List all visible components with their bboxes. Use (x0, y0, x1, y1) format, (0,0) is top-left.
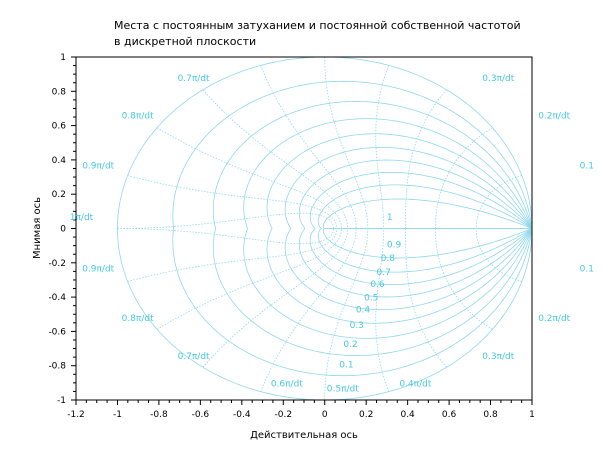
damping-curve-upper-9 (322, 198, 533, 229)
axes-layer: -1.2 -1 -0.8 -0.6 -0.4 -0.2 0 0.2 0.4 0.6 0.8 1-1-0… (48, 53, 534, 420)
y-axis-label: Мнимая ось (32, 197, 43, 259)
frequency-curve-upper-4 (324, 56, 369, 229)
x-tick-label-2: -0.8 (150, 410, 168, 420)
damping-curve-lower-3 (243, 228, 533, 339)
labels-layer: 1 0.9 0.8 0.7 0.6 0.5 0.4 0.3 0.2 0.1 0.5π/dt 0.7π/… (70, 74, 594, 394)
frequency-label-7: 0.9π/dt (82, 264, 114, 274)
frequency-label-12: 0.3π/dt (482, 352, 514, 362)
frequency-curve-upper-0 (475, 175, 522, 229)
frequency-label-5: 0.1 (580, 161, 594, 171)
damping-curve-lower-4 (266, 228, 533, 324)
frequency-curve-lower-2 (405, 228, 447, 368)
x-tick-label-6: 0 (322, 410, 328, 420)
frequency-curve-lower-4 (324, 228, 369, 401)
x-tick-label-10: 0.8 (483, 410, 498, 420)
damping-label-8: 0.2 (343, 340, 357, 350)
chart-title-line-1: Места с постоянным затуханием и постоянн… (114, 19, 521, 32)
frequency-curve-upper-8 (127, 175, 338, 229)
damping-label-7: 0.3 (350, 321, 364, 331)
y-tick-label-10: 1 (60, 53, 66, 63)
damping-label-9: 0.1 (339, 360, 353, 370)
damping-label-6: 0.4 (356, 306, 371, 316)
damping-label-10: 0.5π/dt (327, 384, 359, 394)
frequency-label-11: 0.7π/dt (178, 352, 210, 362)
frequency-label-4: 0.9π/dt (82, 161, 114, 171)
frequency-label-10: 0.2π/dt (538, 314, 570, 324)
damping-curve-lower-1 (172, 228, 533, 377)
y-tick-label-8: 0.6 (52, 122, 67, 132)
x-tick-label-9: 0.6 (442, 410, 457, 420)
y-tick-label-5: 0 (60, 225, 66, 235)
y-tick-label-7: 0.4 (52, 156, 67, 166)
frequency-curve-lower-7 (156, 228, 342, 330)
x-tick-label-1: -1 (113, 410, 122, 420)
damping-curve-upper-3 (243, 118, 533, 229)
x-tick-label-3: -0.6 (192, 410, 210, 420)
damping-label-2: 0.8 (381, 254, 396, 264)
frequency-label-14: 0.4π/dt (399, 379, 431, 389)
frequency-label-9: 0.8π/dt (122, 314, 154, 324)
x-tick-label-7: 0.2 (359, 410, 373, 420)
y-tick-label-3: -0.4 (48, 293, 66, 303)
y-tick-label-0: -1 (57, 396, 66, 406)
frequency-label-1: 0.3π/dt (482, 74, 514, 84)
damping-label-4: 0.6 (370, 280, 385, 290)
y-tick-label-6: 0.2 (52, 190, 66, 200)
frequency-curve-upper-3 (375, 65, 390, 229)
damping-label-1: 0.9 (387, 240, 402, 250)
x-tick-label-8: 0.4 (400, 410, 415, 420)
frequency-curve-lower-1 (434, 228, 493, 330)
x-tick-label-5: -0.2 (274, 410, 292, 420)
y-tick-label-2: -0.6 (48, 327, 66, 337)
damping-curve-lower-8 (317, 228, 533, 273)
frequency-curve-lower-8 (127, 228, 338, 282)
y-tick-label-9: 0.8 (52, 87, 67, 97)
damping-curve-upper-4 (266, 133, 533, 229)
frequency-label-2: 0.8π/dt (122, 112, 154, 122)
damping-label-5: 0.5 (364, 294, 378, 304)
damping-curve-lower-9 (322, 228, 533, 259)
damping-curve-upper-6 (298, 159, 533, 229)
damping-curve-lower-5 (284, 228, 533, 311)
x-tick-label-0: -1.2 (67, 410, 85, 420)
damping-label-0: 1 (387, 213, 393, 223)
frequency-curve-upper-2 (405, 89, 447, 229)
y-tick-label-1: -0.8 (48, 362, 66, 372)
x-axis-label: Действительная ось (250, 430, 358, 441)
frequency-curve-lower-0 (475, 228, 522, 282)
frequency-curve-upper-1 (434, 127, 493, 229)
x-tick-label-4: -0.4 (233, 410, 251, 420)
frequency-label-3: 0.2π/dt (538, 112, 570, 122)
frequency-label-13: 0.6π/dt (271, 379, 303, 389)
damping-label-3: 0.7 (377, 268, 391, 278)
damping-curve-upper-8 (317, 184, 533, 229)
damping-curve-lower-2 (212, 228, 533, 356)
frequency-curve-upper-9 (117, 212, 335, 229)
frequency-label-8: 0.1 (580, 264, 594, 274)
x-tick-label-11: 1 (529, 410, 535, 420)
frequency-curve-lower-6 (202, 228, 349, 368)
y-tick-label-4: -0.2 (48, 259, 66, 269)
frequency-curve-lower-3 (375, 228, 390, 392)
frequency-curve-lower-9 (117, 228, 335, 245)
chart-title-line-2: в дискретной плоскости (114, 35, 256, 48)
frequency-label-6: 1π/dt (70, 213, 94, 223)
damping-curve-upper-2 (212, 101, 533, 229)
damping-curve-upper-1 (172, 80, 533, 229)
damping-curve-lower-6 (298, 228, 533, 298)
frequency-label-0: 0.7π/dt (178, 74, 210, 84)
curves-layer (117, 56, 533, 401)
frequency-curve-upper-6 (202, 89, 349, 229)
damping-curve-upper-5 (284, 146, 533, 229)
frequency-curve-upper-7 (156, 127, 342, 229)
